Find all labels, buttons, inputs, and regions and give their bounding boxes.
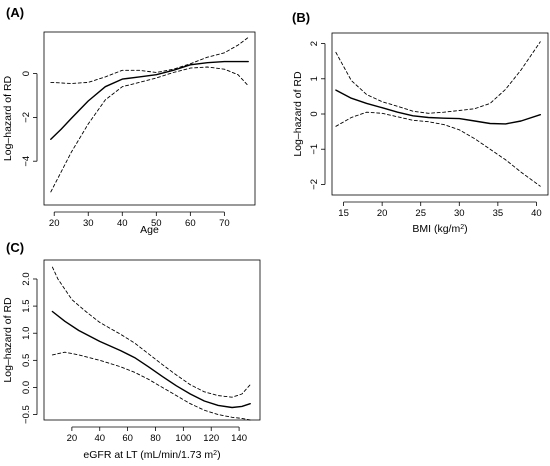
y-tick-label: −2 xyxy=(21,112,32,123)
x-tick-label: 50 xyxy=(151,218,162,229)
x-tick-label: 80 xyxy=(150,433,161,444)
x-tick-label: 35 xyxy=(493,208,504,219)
x-axis: 20 30 40 50 60 70 xyxy=(49,211,230,229)
y-axis-title: Log–hazard of RD xyxy=(292,71,304,157)
y-axis: −4 −2 0 xyxy=(21,71,38,167)
y-tick-label: 0.0 xyxy=(21,381,32,394)
y-tick-label: −1 xyxy=(309,144,320,155)
x-tick-label: 15 xyxy=(338,208,349,219)
y-axis-title: Log–hazard of RD xyxy=(2,75,14,161)
panel-label: (A) xyxy=(6,5,24,20)
y-tick-label: 0.5 xyxy=(21,354,32,367)
y-tick-label: 0 xyxy=(21,71,32,76)
plot-frame xyxy=(43,31,256,206)
x-tick-label: 25 xyxy=(415,208,426,219)
x-tick-label: 140 xyxy=(231,433,247,444)
x-axis-title: BMI (kg/m2) xyxy=(412,223,467,235)
plot-frame xyxy=(331,32,549,196)
y-tick-label: 0 xyxy=(309,111,320,116)
panel-label: (C) xyxy=(6,240,24,255)
x-axis-title: eGFR at LT (mL/min/1.73 m2) xyxy=(83,449,220,461)
y-tick-label: −0.5 xyxy=(21,405,32,424)
confidence-bound-line xyxy=(335,111,541,187)
x-tick-label: 70 xyxy=(219,218,230,229)
x-tick-label: 20 xyxy=(377,208,388,219)
y-axis: −0.5 0.0 0.5 1.0 1.5 2.0 xyxy=(21,272,38,424)
confidence-bound-line xyxy=(50,66,249,193)
estimate-line xyxy=(50,60,249,140)
estimate-line xyxy=(335,89,541,125)
x-axis: 15 20 25 30 35 40 xyxy=(338,201,542,219)
x-tick-label: 40 xyxy=(94,433,105,444)
y-axis: −2 −1 0 1 2 xyxy=(309,41,326,190)
x-tick-label: 40 xyxy=(117,218,128,229)
y-tick-label: 1 xyxy=(309,76,320,81)
x-tick-label: 30 xyxy=(454,208,465,219)
confidence-bound-line xyxy=(51,266,251,398)
y-tick-label: 2.0 xyxy=(21,272,32,285)
x-axis-title: Age xyxy=(140,224,159,236)
confidence-bound-line xyxy=(335,41,541,114)
y-tick-label: 1.5 xyxy=(21,299,32,312)
x-tick-label: 60 xyxy=(122,433,133,444)
panel-2: (B) 15 20 25 30 35 40 −2 −1 0 1 2 BMI (kg/m2) Log–haz… xyxy=(292,10,549,235)
x-tick-label: 60 xyxy=(185,218,196,229)
x-tick-label: 120 xyxy=(203,433,219,444)
x-tick-label: 20 xyxy=(67,433,78,444)
y-tick-label: −2 xyxy=(309,179,320,190)
confidence-bound-line xyxy=(51,351,251,421)
plot-frame xyxy=(43,259,261,421)
estimate-line xyxy=(51,310,251,409)
panel-3: (C) 20 40 60 80 100 120 140 −0.5 0.0 0.5 1.0 1.5 2.0 e… xyxy=(2,240,261,461)
x-tick-label: 100 xyxy=(175,433,191,444)
panel-label: (B) xyxy=(292,10,310,25)
x-tick-label: 40 xyxy=(531,208,542,219)
y-tick-label: 2 xyxy=(309,41,320,46)
x-tick-label: 20 xyxy=(49,218,60,229)
y-axis-title: Log–hazard of RD xyxy=(2,297,14,383)
x-axis: 20 40 60 80 100 120 140 xyxy=(67,426,247,444)
panel-1: (A) 20 30 40 50 60 70 −4 −2 0 Age Log–hazard of RD xyxy=(2,5,256,236)
x-tick-label: 30 xyxy=(83,218,94,229)
y-tick-label: 1.0 xyxy=(21,327,32,340)
confidence-bound-line xyxy=(50,37,249,84)
y-tick-label: −4 xyxy=(21,156,32,167)
